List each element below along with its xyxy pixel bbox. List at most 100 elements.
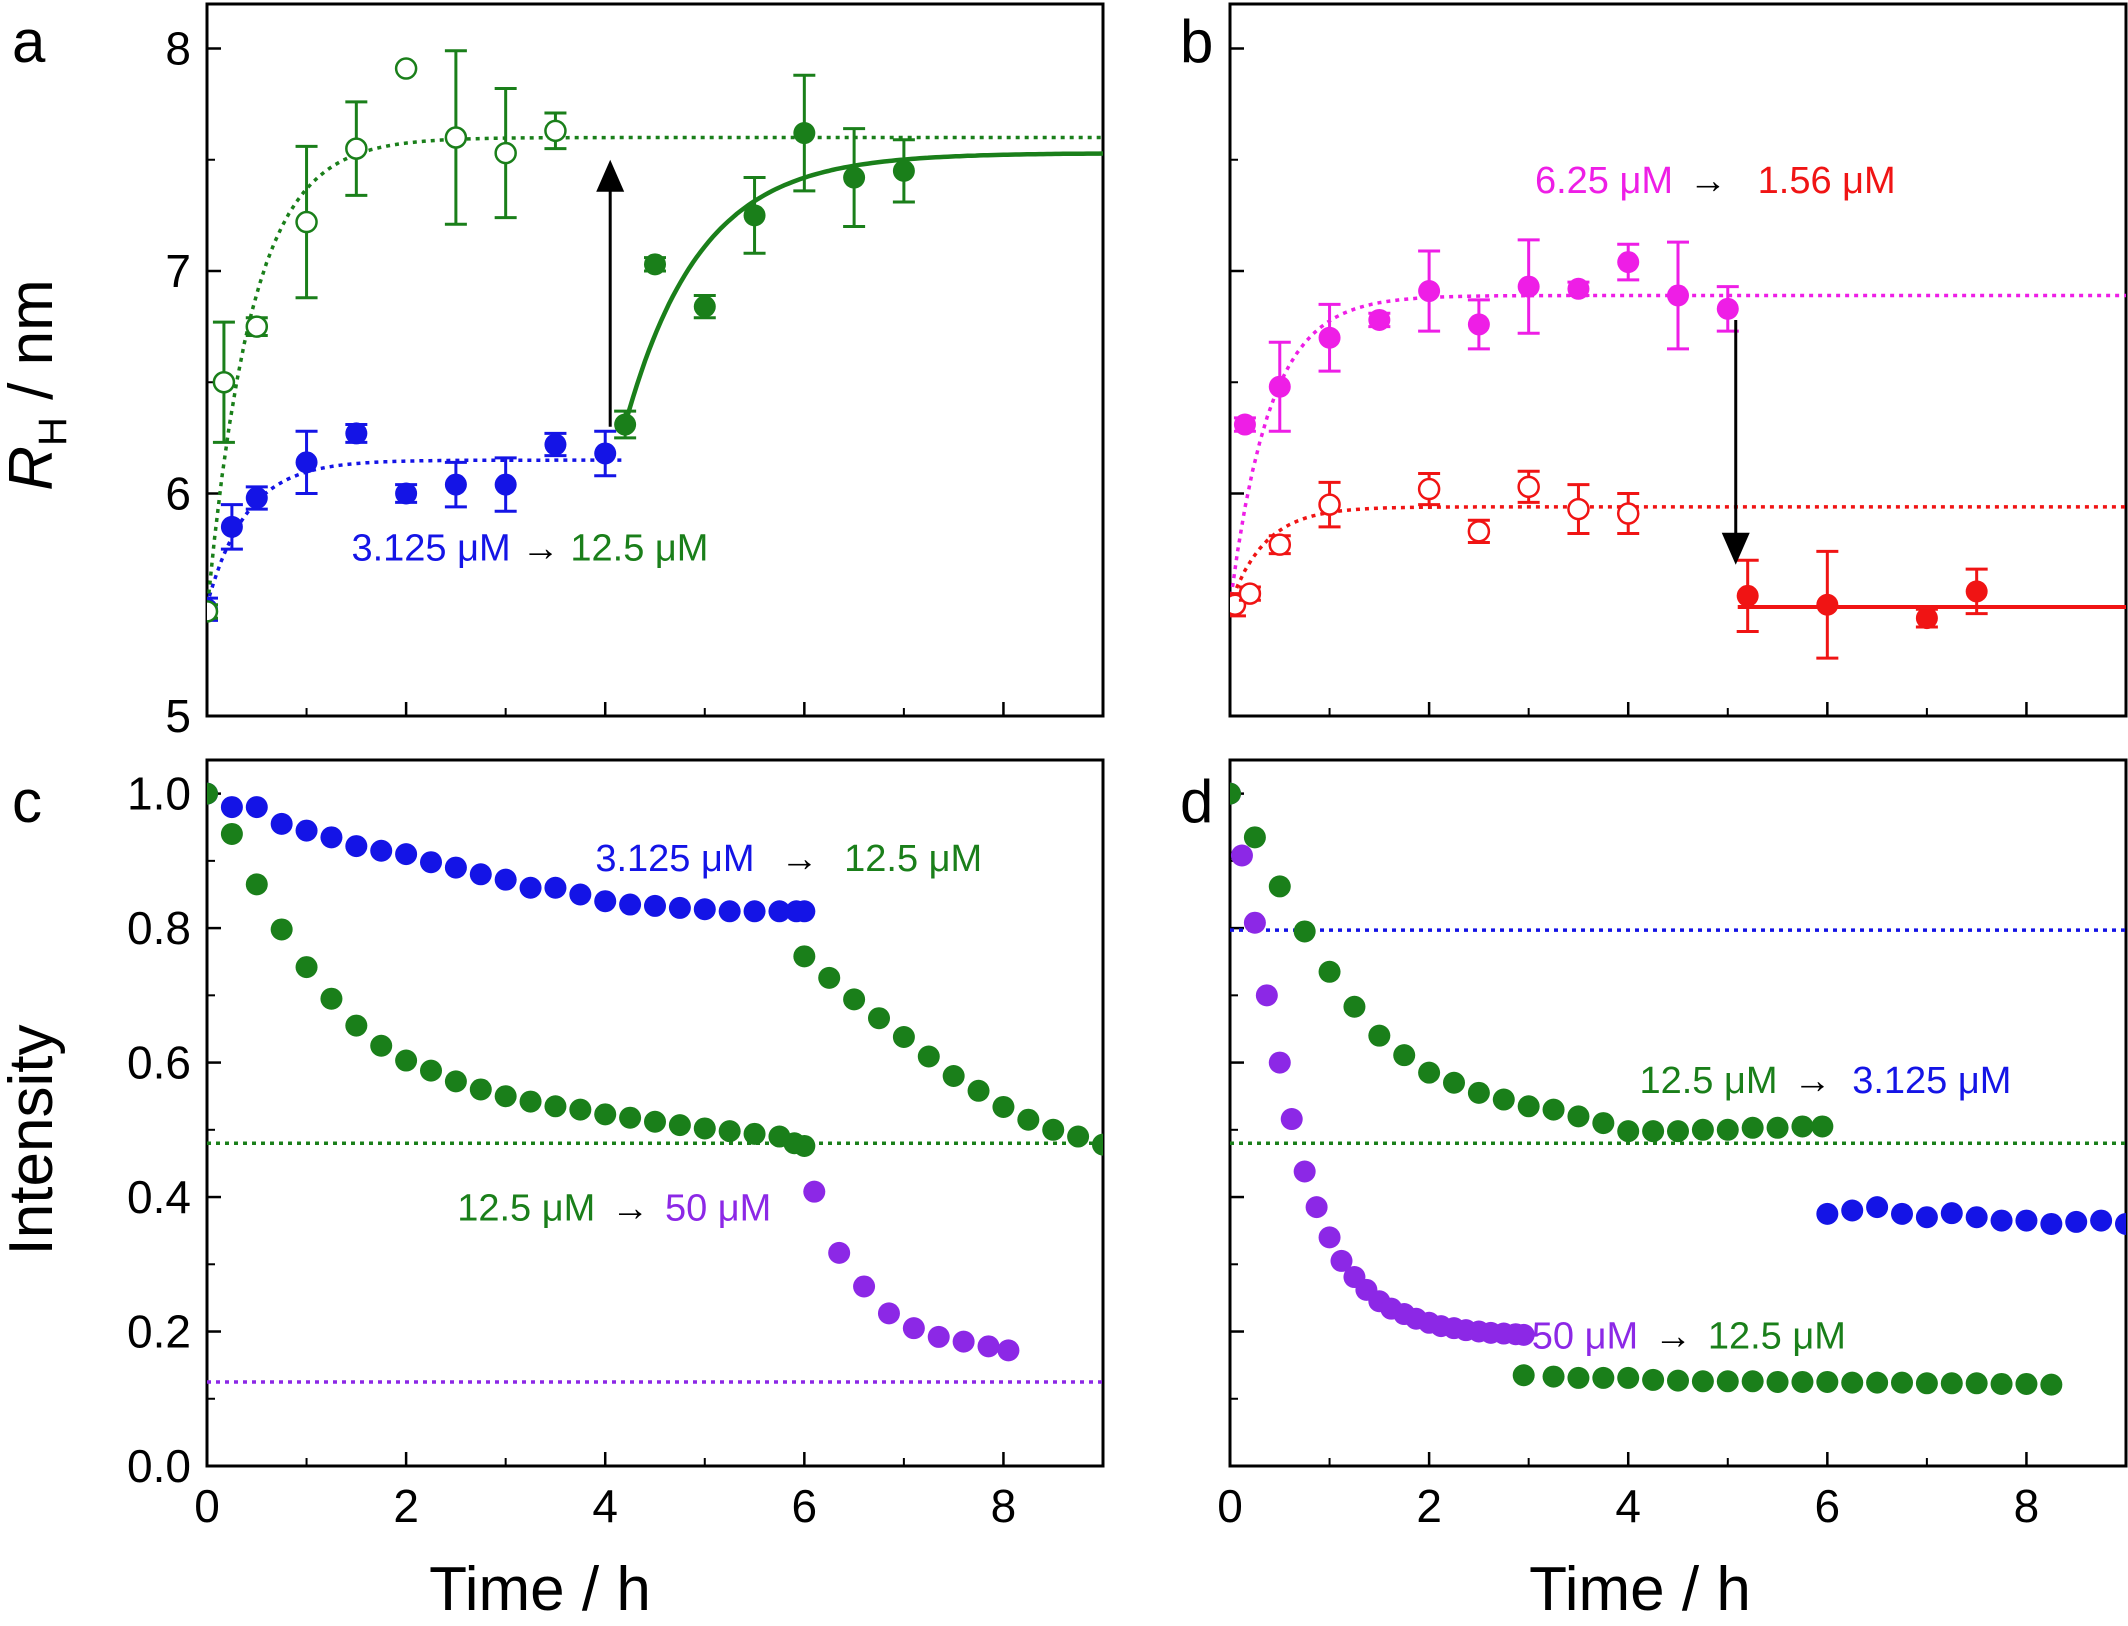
- data-point: [345, 1014, 368, 1037]
- data-point: [743, 900, 766, 923]
- data-point-open: [1567, 497, 1590, 521]
- data-point: [1766, 1370, 1789, 1393]
- data-point: [644, 1110, 666, 1133]
- data-point: [743, 1122, 766, 1145]
- x-tick-label: 0: [1217, 1480, 1243, 1532]
- data-point: [1512, 1364, 1535, 1387]
- data-point: [1990, 1209, 2013, 1232]
- data-point: [803, 1180, 826, 1203]
- data-point: [1667, 1120, 1689, 1143]
- data-point: [1418, 280, 1441, 303]
- data-point: [1467, 1081, 1490, 1104]
- data-point-open: [1517, 475, 1540, 499]
- plot-area: [207, 49, 1103, 623]
- annotation-label: →: [1654, 1315, 1692, 1357]
- data-point: [444, 1070, 467, 1093]
- data-point: [245, 796, 268, 819]
- data-point-open: [1467, 520, 1491, 543]
- data-point: [2015, 1372, 2038, 1395]
- data-point: [1418, 1061, 1441, 1084]
- y-axis-title-top: RH / nm: [0, 279, 75, 490]
- annotation-label: 3.125 μM: [1852, 1060, 2011, 1102]
- data-point: [1766, 1116, 1789, 1139]
- data-point: [469, 863, 492, 886]
- annotation-label: 12.5 μM: [570, 527, 708, 569]
- data-point: [1791, 1115, 1814, 1138]
- data-point: [1517, 275, 1540, 298]
- y-axis-title-top-unit: / nm: [0, 279, 66, 417]
- y-axis-title-top-main: R: [0, 446, 66, 491]
- data-point: [1393, 1044, 1416, 1067]
- x-tick-label: 2: [1416, 1480, 1442, 1532]
- data-point: [519, 876, 542, 899]
- x-tick-label: 4: [592, 1480, 618, 1532]
- data-point: [614, 413, 637, 436]
- data-point: [1741, 1370, 1764, 1393]
- data-point: [1330, 1249, 1353, 1272]
- data-point: [444, 473, 467, 496]
- data-point: [2040, 1212, 2063, 1235]
- panel-a: a 5 6 7 8 3.125 μM → 12.5 μM: [12, 2, 1105, 742]
- data-point: [718, 900, 741, 923]
- data-point: [245, 486, 268, 509]
- data-point: [1067, 1125, 1090, 1148]
- data-point: [693, 1117, 716, 1140]
- data-point: [1811, 1115, 1834, 1138]
- data-point: [967, 1079, 990, 1102]
- data-point: [927, 1325, 950, 1348]
- data-point: [1716, 1370, 1739, 1393]
- data-point: [1517, 1095, 1540, 1118]
- data-point: [877, 1302, 900, 1325]
- data-point: [644, 894, 666, 917]
- fit-curve: [207, 135, 1103, 612]
- data-point: [1617, 1366, 1640, 1389]
- panel-letter: b: [1180, 8, 1213, 75]
- data-point: [1716, 1118, 1739, 1141]
- y-tick-label: 0.2: [127, 1306, 191, 1358]
- annotation-label: 12.5 μM: [1708, 1315, 1846, 1357]
- data-point: [420, 851, 442, 874]
- data-point: [1318, 960, 1341, 983]
- data-point: [1866, 1371, 1889, 1394]
- data-point: [544, 876, 567, 899]
- data-point: [220, 515, 243, 538]
- data-point: [1841, 1199, 1864, 1222]
- data-point-open: [1238, 582, 1262, 605]
- data-point-open: [207, 600, 219, 623]
- data-point: [295, 819, 318, 842]
- data-point: [1965, 1206, 1988, 1229]
- data-point: [1233, 413, 1256, 436]
- data-point: [1915, 1372, 1938, 1395]
- data-point: [1990, 1372, 2013, 1395]
- data-point-open: [544, 119, 567, 143]
- data-point: [1467, 313, 1490, 336]
- data-point: [2040, 1373, 2063, 1396]
- data-point: [1592, 1112, 1615, 1135]
- y-axis-title-bottom: Intensity: [0, 1025, 66, 1256]
- data-point: [320, 987, 343, 1010]
- data-point: [1642, 1120, 1665, 1143]
- data-point: [594, 1103, 617, 1126]
- data-point: [668, 896, 691, 919]
- x-axis-title-d: Time / h: [1529, 1555, 1751, 1624]
- panel-letter: a: [12, 8, 46, 75]
- data-point: [868, 1007, 890, 1030]
- annotation-label: →: [611, 1188, 649, 1230]
- panel-frame: [1228, 758, 2128, 1468]
- data-point: [1891, 1371, 1913, 1394]
- data-point-open: [1417, 477, 1441, 501]
- y-tick-label: 8: [165, 23, 191, 75]
- data-point: [1230, 844, 1253, 867]
- data-point: [1512, 1323, 1535, 1346]
- data-point: [668, 1114, 691, 1137]
- data-point-open: [1268, 533, 1292, 556]
- data-point: [1592, 1366, 1615, 1389]
- data-point: [370, 839, 393, 862]
- data-point: [544, 433, 567, 456]
- annotation-label: 12.5 μM: [457, 1188, 595, 1230]
- data-point: [843, 988, 866, 1011]
- data-point: [1736, 584, 1759, 607]
- data-point: [1567, 277, 1590, 300]
- data-point: [395, 843, 418, 866]
